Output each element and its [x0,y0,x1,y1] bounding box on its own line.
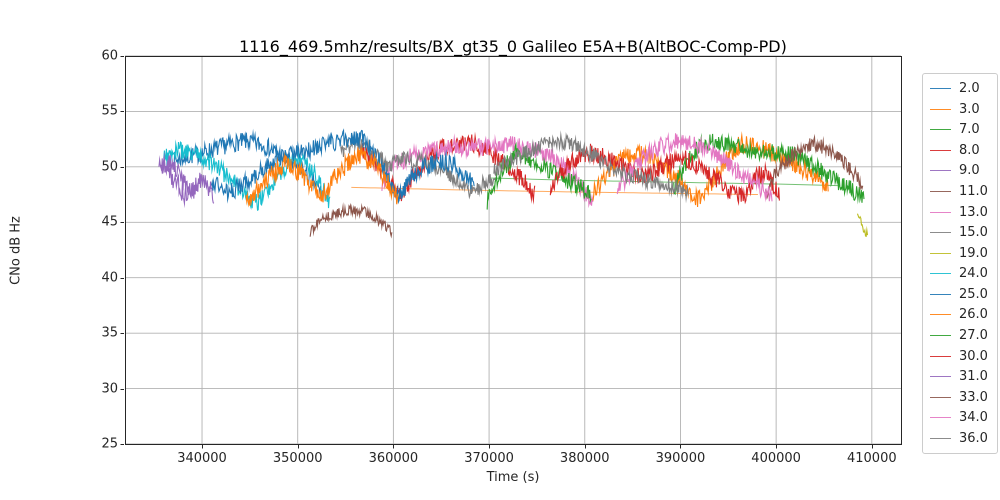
legend-line-sample [930,252,951,254]
legend-entry: 26.0 [930,305,997,326]
legend-label: 36.0 [959,431,988,447]
legend-label: 30.0 [959,348,988,364]
x-tick-label: 400000 [751,451,801,466]
legend-line-sample [930,232,951,234]
x-tick-labels: 340000 350000 360000 370000 380000 390000 4000… [0,451,1000,467]
legend-line-sample [930,438,951,440]
legend-entry: 25.0 [930,284,997,305]
legend-entry: 13.0 [930,202,997,223]
x-tick-label: 410000 [846,451,897,466]
legend-line-sample [930,355,951,357]
legend-entry: 11.0 [930,181,997,202]
y-tick-label: 25 [101,436,118,452]
x-tick-label: 390000 [655,451,706,466]
legend-label: 2.0 [959,80,980,96]
x-axis-label: Time (s) [486,470,540,485]
legend-label: 31.0 [959,369,988,385]
legend-label: 7.0 [959,122,980,138]
legend-entry: 36.0 [930,428,997,449]
legend-entry: 27.0 [930,325,997,346]
legend-label: 34.0 [959,410,988,426]
legend-entry: 15.0 [930,222,997,243]
legend-line-sample [930,273,951,275]
y-tick-label: 45 [101,214,118,230]
legend-line-sample [930,417,951,419]
y-tick-label: 40 [101,270,118,286]
legend-label: 27.0 [959,328,988,344]
legend-entry: 7.0 [930,119,997,140]
legend-line-sample [930,293,951,295]
x-tick-label: 370000 [464,451,514,466]
y-tick-labels: 25 30 35 40 45 50 55 60 [0,0,118,500]
legend-entry: 9.0 [930,161,997,182]
legend-label: 19.0 [959,245,988,261]
legend-entry: 24.0 [930,264,997,285]
legend-line-sample [930,314,951,316]
legend-label: 25.0 [959,286,988,302]
legend-label: 33.0 [959,389,988,405]
chart-title: 1116_469.5mhz/results/BX_gt35_0 Galileo … [239,37,787,56]
legend-label: 8.0 [959,142,980,158]
legend-line-sample [930,129,951,131]
legend-line-sample [930,335,951,337]
legend-label: 3.0 [959,101,980,117]
legend-entry: 3.0 [930,99,997,120]
legend-label: 26.0 [959,307,988,323]
legend-line-sample [930,108,951,110]
legend-entry: 8.0 [930,140,997,161]
legend-line-sample [930,376,951,378]
x-tick-label: 360000 [368,451,419,466]
legend-line-sample [930,211,951,213]
legend-line-sample [930,170,951,172]
legend: 2.0 3.0 7.0 8.0 9.0 11.0 13.0 15.0 19.0 24.0 25.0 2… [922,73,998,454]
legend-entry: 34.0 [930,408,997,429]
x-tick-label: 340000 [177,451,227,466]
y-tick-label: 35 [101,325,118,341]
legend-line-sample [930,190,951,192]
x-tick-label: 350000 [272,451,323,466]
y-tick-label: 30 [101,381,118,397]
legend-entry: 33.0 [930,387,997,408]
x-tick-label: 380000 [559,451,610,466]
legend-label: 13.0 [959,204,988,220]
legend-entry: 30.0 [930,346,997,367]
y-tick-label: 50 [101,159,118,175]
legend-entry: 2.0 [930,78,997,99]
legend-label: 11.0 [959,183,988,199]
legend-label: 9.0 [959,163,980,179]
legend-line-sample [930,396,951,398]
legend-line-sample [930,149,951,151]
legend-label: 15.0 [959,225,988,241]
legend-entry: 19.0 [930,243,997,264]
y-tick-label: 60 [101,48,118,64]
legend-label: 24.0 [959,266,988,282]
y-tick-label: 55 [101,103,118,119]
legend-entry: 31.0 [930,366,997,387]
legend-line-sample [930,87,951,89]
